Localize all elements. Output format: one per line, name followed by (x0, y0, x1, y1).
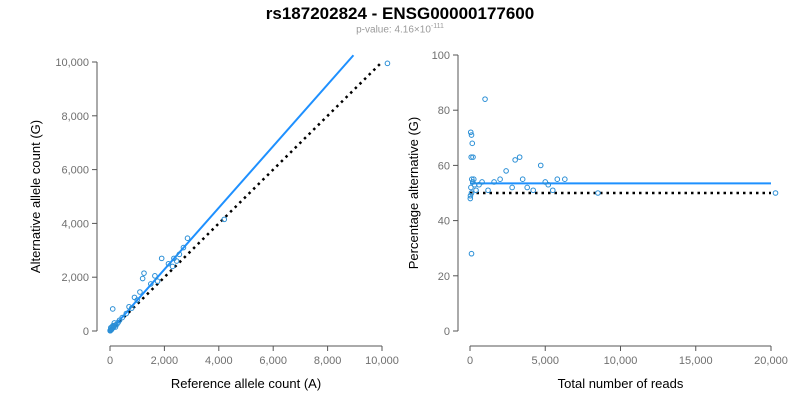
right-data-point (470, 154, 476, 160)
left-data-point (123, 310, 130, 317)
left-data-point (169, 263, 176, 270)
left-data-point (128, 305, 135, 311)
right-data-point (468, 190, 475, 196)
right-x-tick-label: 0 (467, 355, 473, 367)
right-data-point (476, 181, 482, 188)
left-data-point (176, 251, 183, 258)
left-data-point (112, 324, 119, 330)
right-data-point (473, 187, 479, 194)
right-data-point (554, 176, 561, 182)
right-y-tick-label: 100 (432, 50, 450, 62)
right-y-axis-title: Percentage alternative (G) (406, 117, 421, 269)
left-data-point (141, 270, 147, 276)
left-y-tick-label: 10,000 (55, 57, 89, 69)
right-data-point (468, 154, 475, 160)
right-y-tick-label: 80 (438, 105, 450, 117)
right-scatter-panel: 0 5,000 10,000 15,000 20,000 0 20 40 60 80 100 Tota… (406, 50, 788, 391)
right-data-point (470, 176, 477, 182)
left-data-point (180, 244, 187, 251)
right-data-point (491, 179, 497, 185)
left-y-tick-label: 8,000 (61, 111, 89, 123)
left-data-point (158, 255, 165, 262)
p-value-exponent: -111 (430, 23, 444, 30)
right-x-tick-label: 20,000 (754, 355, 788, 367)
left-data-point (148, 281, 154, 287)
left-data-point (152, 273, 158, 279)
left-data-point (126, 303, 132, 310)
right-data-point (530, 187, 537, 194)
right-data-point (468, 132, 475, 138)
right-data-point (512, 157, 518, 163)
right-x-tick-label: 15,000 (679, 355, 713, 367)
right-data-point (468, 250, 475, 257)
right-y-tick-label: 20 (438, 271, 450, 283)
right-data-point (503, 168, 509, 174)
right-x-tick-label: 10,000 (604, 355, 638, 367)
right-data-point (467, 192, 474, 199)
right-data-point (497, 176, 503, 182)
right-data-point (545, 181, 552, 188)
left-scatter-panel: 0 2,000 4,000 6,000 8,000 10,000 0 2,000 4,000 6,… (28, 54, 399, 391)
left-y-tick-label: 2,000 (61, 272, 89, 284)
left-data-point (171, 255, 177, 262)
right-data-point (469, 140, 476, 147)
right-y-tick-label: 60 (438, 160, 450, 172)
right-data-point (549, 187, 556, 194)
left-x-tick-label: 4,000 (205, 355, 233, 367)
right-data-point (772, 190, 779, 196)
right-data-point (595, 190, 601, 196)
p-value-text: p-value: 4.16×10 (356, 24, 431, 36)
right-data-point (537, 162, 544, 169)
left-reference-line (109, 61, 383, 332)
right-data-point (467, 129, 474, 136)
chart-subtitle: p-value: 4.16×10-111 (0, 23, 800, 35)
chart-title: rs187202824 - ENSG00000177600 (265, 4, 535, 23)
left-y-tick-label: 4,000 (61, 218, 89, 230)
right-data-point (562, 176, 568, 182)
right-y-tick-label: 0 (444, 326, 450, 338)
right-x-axis-title: Total number of reads (558, 376, 684, 391)
right-data-point (468, 184, 474, 191)
left-data-point (165, 260, 172, 267)
right-data-point (519, 176, 526, 182)
left-data-point (137, 289, 143, 295)
left-x-tick-label: 8,000 (314, 355, 342, 367)
right-data-point (467, 195, 474, 202)
left-x-tick-label: 2,000 (151, 355, 179, 367)
left-fit-line (109, 54, 355, 332)
left-y-axis-title: Alternative allele count (G) (28, 120, 43, 273)
left-data-point (139, 275, 146, 282)
right-data-point (516, 154, 523, 160)
left-data-point (173, 258, 180, 264)
left-data-point (384, 60, 391, 67)
right-data-point (485, 187, 491, 194)
right-data-point (509, 184, 515, 191)
right-data-point (469, 176, 475, 182)
left-data-point (154, 278, 161, 285)
right-data-point (479, 179, 485, 185)
left-y-tick-label: 0 (83, 326, 89, 338)
left-x-axis-title: Reference allele count (A) (171, 376, 321, 391)
right-x-tick-label: 5,000 (531, 355, 559, 367)
right-data-point (482, 96, 488, 102)
right-data-point (542, 179, 549, 185)
right-data-point (524, 184, 530, 191)
left-data-point (131, 294, 138, 301)
left-data-point (221, 216, 228, 223)
left-data-point (184, 235, 191, 241)
left-x-tick-label: 0 (107, 355, 113, 367)
left-x-tick-label: 10,000 (365, 355, 399, 367)
right-y-tick-label: 40 (438, 216, 450, 228)
left-data-point (109, 324, 115, 330)
left-y-tick-label: 6,000 (61, 165, 89, 177)
left-x-tick-label: 6,000 (259, 355, 287, 367)
left-data-point (109, 306, 116, 312)
